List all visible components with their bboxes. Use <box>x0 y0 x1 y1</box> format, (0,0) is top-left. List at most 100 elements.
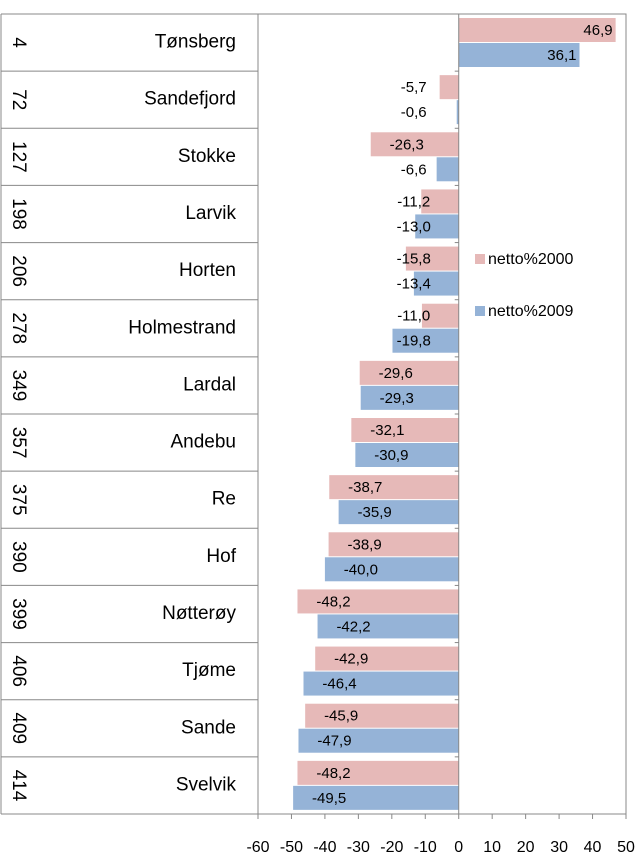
value-label: -38,9 <box>347 536 381 553</box>
bar <box>370 132 459 157</box>
value-label: -0,6 <box>401 104 427 121</box>
x-tick-label: -40 <box>313 839 336 856</box>
bar <box>324 557 459 582</box>
category-label: Holmestrand <box>128 317 236 338</box>
value-label: -19,8 <box>397 333 431 350</box>
value-label: -40,0 <box>344 561 378 578</box>
bar <box>355 443 459 467</box>
value-label: -13,0 <box>397 218 431 235</box>
bar <box>421 189 459 214</box>
x-tick-label: -30 <box>347 839 370 856</box>
bar <box>405 246 459 271</box>
bar <box>303 671 459 696</box>
bar <box>297 760 459 785</box>
category-label: Sandefjord <box>144 89 236 110</box>
value-label: -48,2 <box>316 765 350 782</box>
value-label: -35,9 <box>358 504 392 521</box>
x-tick-label: -20 <box>380 839 403 856</box>
bar <box>458 18 616 42</box>
plot-frame <box>257 13 627 815</box>
value-label: -29,6 <box>379 365 413 382</box>
bar <box>421 303 459 328</box>
value-label: -13,4 <box>397 276 431 293</box>
legend-label: netto%2000 <box>488 251 574 268</box>
value-label: 46,9 <box>583 22 612 39</box>
rank-label: 4 <box>8 37 29 48</box>
rank-label: 357 <box>8 427 29 459</box>
category-label: Larvik <box>185 203 236 224</box>
bar <box>329 475 459 500</box>
value-label: -47,9 <box>317 733 351 750</box>
value-label: -42,9 <box>334 651 368 668</box>
value-label: -26,3 <box>390 136 424 153</box>
value-label: -11,0 <box>397 308 430 325</box>
bar <box>328 532 459 557</box>
value-label: -38,7 <box>348 479 382 496</box>
rank-label: 409 <box>8 712 29 744</box>
x-tick-label: -50 <box>280 839 303 856</box>
bar <box>415 214 459 239</box>
category-label: Re <box>212 489 236 510</box>
bar <box>298 728 459 753</box>
category-label: Stokke <box>178 146 236 167</box>
category-label: Nøtterøy <box>162 603 236 624</box>
legend-label: netto%2009 <box>488 303 574 320</box>
rank-label: 399 <box>8 598 29 630</box>
value-label: -48,2 <box>316 593 350 610</box>
bar <box>458 43 580 67</box>
bar <box>305 703 459 728</box>
value-label: -5,7 <box>401 79 427 96</box>
value-label: -15,8 <box>397 251 431 268</box>
rank-label: 127 <box>8 141 29 173</box>
bar <box>456 100 459 125</box>
category-label: Svelvik <box>176 774 237 795</box>
value-label: -30,9 <box>374 447 408 464</box>
rank-label: 406 <box>8 655 29 687</box>
rank-label: 349 <box>8 370 29 402</box>
bar <box>392 328 459 353</box>
x-tick-label: 20 <box>517 839 535 856</box>
legend-swatch <box>475 306 485 316</box>
bar <box>360 385 459 410</box>
bar <box>293 785 459 810</box>
category-label: Horten <box>179 260 236 281</box>
category-label: Sande <box>181 717 236 738</box>
rank-label: 72 <box>8 89 29 110</box>
bar <box>297 589 459 614</box>
value-label: -45,9 <box>324 708 358 725</box>
bar <box>439 75 459 100</box>
x-tick-label: -60 <box>246 839 269 856</box>
bar <box>413 271 459 296</box>
rank-label: 375 <box>8 484 29 516</box>
x-tick-label: 40 <box>584 839 602 856</box>
rank-label: 206 <box>8 255 29 287</box>
rank-label: 278 <box>8 312 29 344</box>
x-tick-label: 50 <box>617 839 635 856</box>
x-tick-label: -10 <box>414 839 437 856</box>
rank-label: 390 <box>8 541 29 573</box>
x-tick-label: 0 <box>454 839 463 856</box>
category-label: Hof <box>206 546 236 567</box>
bar <box>338 500 459 525</box>
value-label: -46,4 <box>322 676 356 693</box>
rank-label: 198 <box>8 198 29 230</box>
value-label: 36,1 <box>547 47 576 64</box>
value-label: -11,2 <box>397 193 430 210</box>
category-label: Lardal <box>183 374 236 395</box>
category-label: Tønsberg <box>155 32 236 53</box>
value-label: -49,5 <box>312 790 346 807</box>
value-label: -42,2 <box>336 618 370 635</box>
x-tick-label: 10 <box>483 839 501 856</box>
bar <box>315 646 459 671</box>
legend-swatch <box>475 254 485 264</box>
value-label: -32,1 <box>370 422 404 439</box>
category-label: Andebu <box>170 432 236 453</box>
bar <box>317 614 459 639</box>
value-label: -6,6 <box>401 161 427 178</box>
bar <box>351 418 459 442</box>
rank-label: 414 <box>8 770 29 802</box>
value-label: -29,3 <box>380 390 414 407</box>
x-tick-label: 30 <box>550 839 568 856</box>
bar <box>436 157 459 182</box>
